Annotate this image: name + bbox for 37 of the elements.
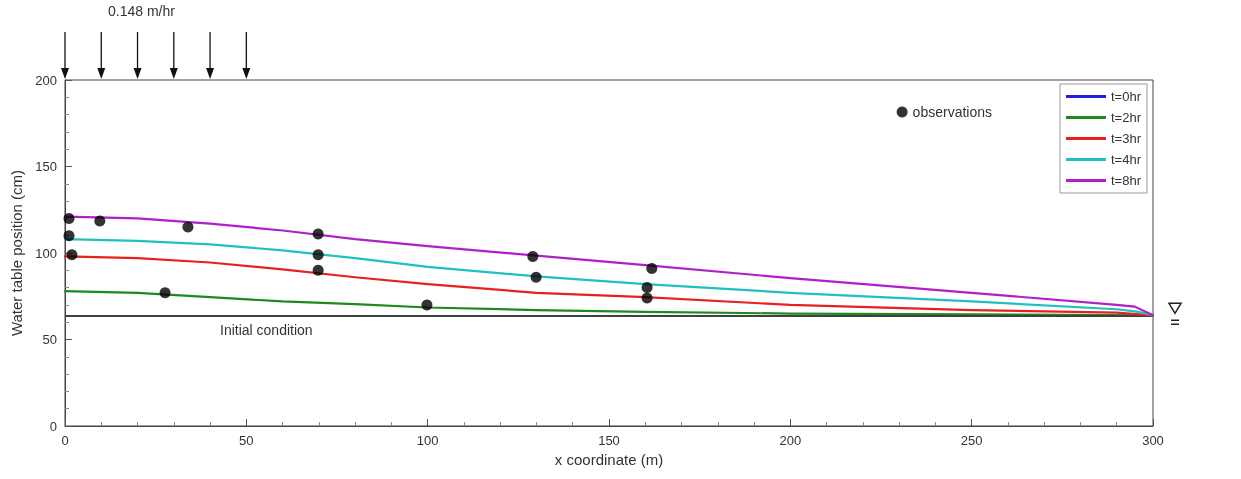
point xyxy=(530,271,542,283)
point xyxy=(641,282,653,294)
y-tick-label: 0 xyxy=(49,418,57,434)
legend-label: t=2hr xyxy=(1111,110,1142,125)
text: 0.148 m/hr xyxy=(108,3,176,19)
legend-label: t=4hr xyxy=(1111,152,1142,167)
legend-label: t=3hr xyxy=(1111,131,1142,146)
point xyxy=(312,228,324,240)
legend-label: t=0hr xyxy=(1111,89,1142,104)
point xyxy=(641,292,653,304)
point xyxy=(421,299,433,311)
y-tick-label: 150 xyxy=(35,159,57,174)
legend-label: observations xyxy=(912,104,993,120)
point xyxy=(182,221,194,233)
x-axis-title: x coordinate (m) xyxy=(554,450,664,468)
y-tick-label: 50 xyxy=(42,332,57,347)
x-tick-label: 250 xyxy=(960,433,983,448)
point xyxy=(312,264,324,276)
point xyxy=(94,215,106,227)
point xyxy=(646,263,658,275)
point xyxy=(63,230,75,242)
x-tick-label: 0 xyxy=(61,433,69,448)
x-tick-label: 200 xyxy=(779,433,802,448)
y-tick-label: 100 xyxy=(35,245,57,261)
point xyxy=(527,250,539,262)
y-axis-title: Water table position (cm) xyxy=(8,169,26,337)
x-tick-label: 150 xyxy=(598,433,620,448)
point xyxy=(159,287,171,299)
legend-label: t=8hr xyxy=(1111,173,1142,188)
point xyxy=(66,249,78,261)
point xyxy=(312,249,324,261)
y-tick-label: 200 xyxy=(35,72,57,88)
ref-line-label: Initial condition xyxy=(220,322,313,339)
x-tick-label: 100 xyxy=(416,433,439,448)
x-tick-label: 50 xyxy=(239,433,254,448)
x-tick-label: 300 xyxy=(1142,433,1164,448)
point xyxy=(63,212,75,224)
